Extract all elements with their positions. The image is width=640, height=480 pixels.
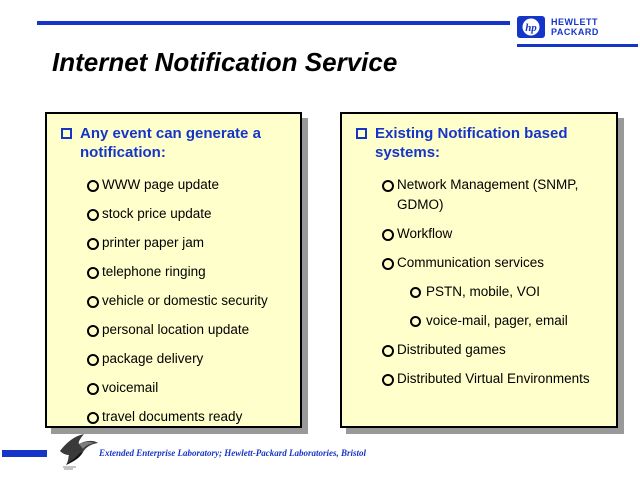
circle-bullet-icon <box>382 180 394 192</box>
list-item: printer paper jam <box>47 233 300 253</box>
list-item: Distributed games <box>342 340 616 360</box>
box-heading-label: Any event can generate a notification: <box>80 125 261 161</box>
list-item-label: voice-mail, pager, email <box>426 313 568 328</box>
list-item: stock price update <box>47 204 300 224</box>
brand-underline <box>517 44 638 47</box>
circle-bullet-icon <box>87 238 99 250</box>
list-item: Workflow <box>342 224 616 244</box>
list-item-label: personal location update <box>102 322 250 337</box>
list-item-label: stock price update <box>102 206 212 221</box>
list-item: Communication services <box>342 253 616 273</box>
circle-bullet-icon <box>382 258 394 270</box>
circle-bullet-icon <box>87 267 99 279</box>
square-bullet-icon <box>356 128 367 139</box>
brand-name: HEWLETT PACKARD <box>551 17 599 37</box>
circle-bullet-icon <box>87 325 99 337</box>
list-item: Distributed Virtual Environments <box>342 369 616 389</box>
list-item: telephone ringing <box>47 262 300 282</box>
eagle-logo-icon <box>60 434 98 470</box>
bullet-list: WWW page update stock price update print… <box>47 175 300 427</box>
circle-bullet-icon <box>382 374 394 386</box>
circle-bullet-icon <box>87 209 99 221</box>
circle-bullet-icon <box>410 316 421 327</box>
box-heading: Existing Notification based systems: <box>342 124 616 162</box>
top-rule <box>37 21 510 25</box>
list-item-label: Distributed Virtual Environments <box>397 371 590 386</box>
list-item-label: Distributed games <box>397 342 506 357</box>
circle-bullet-icon <box>87 412 99 424</box>
list-item: personal location update <box>47 320 300 340</box>
list-item-label: Workflow <box>397 226 453 241</box>
list-item: package delivery <box>47 349 300 369</box>
bullet-list: Network Management (SNMP, GDMO) Workflow… <box>342 175 616 389</box>
hp-logo-icon: hp <box>517 16 545 38</box>
circle-bullet-icon <box>87 296 99 308</box>
circle-bullet-icon <box>87 354 99 366</box>
content-box-events: Any event can generate a notification: W… <box>45 112 302 428</box>
list-item-label: vehicle or domestic security <box>102 293 268 308</box>
list-item-label: package delivery <box>102 351 204 366</box>
circle-bullet-icon <box>87 180 99 192</box>
hp-monogram: hp <box>525 22 537 34</box>
circle-bullet-icon <box>382 345 394 357</box>
square-bullet-icon <box>61 128 72 139</box>
circle-bullet-icon <box>382 229 394 241</box>
list-item-label: Communication services <box>397 255 545 270</box>
box-heading: Any event can generate a notification: <box>47 124 300 162</box>
brand-name-line1: HEWLETT <box>551 17 598 27</box>
list-item: vehicle or domestic security <box>47 291 300 311</box>
brand-name-line2: PACKARD <box>551 27 599 37</box>
list-item-label: WWW page update <box>102 177 220 192</box>
list-item: WWW page update <box>47 175 300 195</box>
list-item-label: printer paper jam <box>102 235 205 250</box>
list-item: Network Management (SNMP, GDMO) <box>342 175 616 215</box>
list-item-label: PSTN, mobile, VOI <box>426 284 541 299</box>
list-item-label: travel documents ready <box>102 409 243 424</box>
list-item-label: Network Management (SNMP, GDMO) <box>397 177 579 212</box>
list-item-label: telephone ringing <box>102 264 206 279</box>
list-item: travel documents ready <box>47 407 300 427</box>
list-item: voicemail <box>47 378 300 398</box>
circle-bullet-icon <box>410 287 421 298</box>
list-item: voice-mail, pager, email <box>342 311 616 331</box>
list-item-label: voicemail <box>102 380 159 395</box>
box-heading-label: Existing Notification based systems: <box>375 125 568 161</box>
list-item: PSTN, mobile, VOI <box>342 282 616 302</box>
footer-bar <box>2 450 47 457</box>
footer-text: Extended Enterprise Laboratory; Hewlett-… <box>99 448 366 458</box>
content-box-systems: Existing Notification based systems: Net… <box>340 112 618 428</box>
circle-bullet-icon <box>87 383 99 395</box>
page-title: Internet Notification Service <box>52 47 398 77</box>
